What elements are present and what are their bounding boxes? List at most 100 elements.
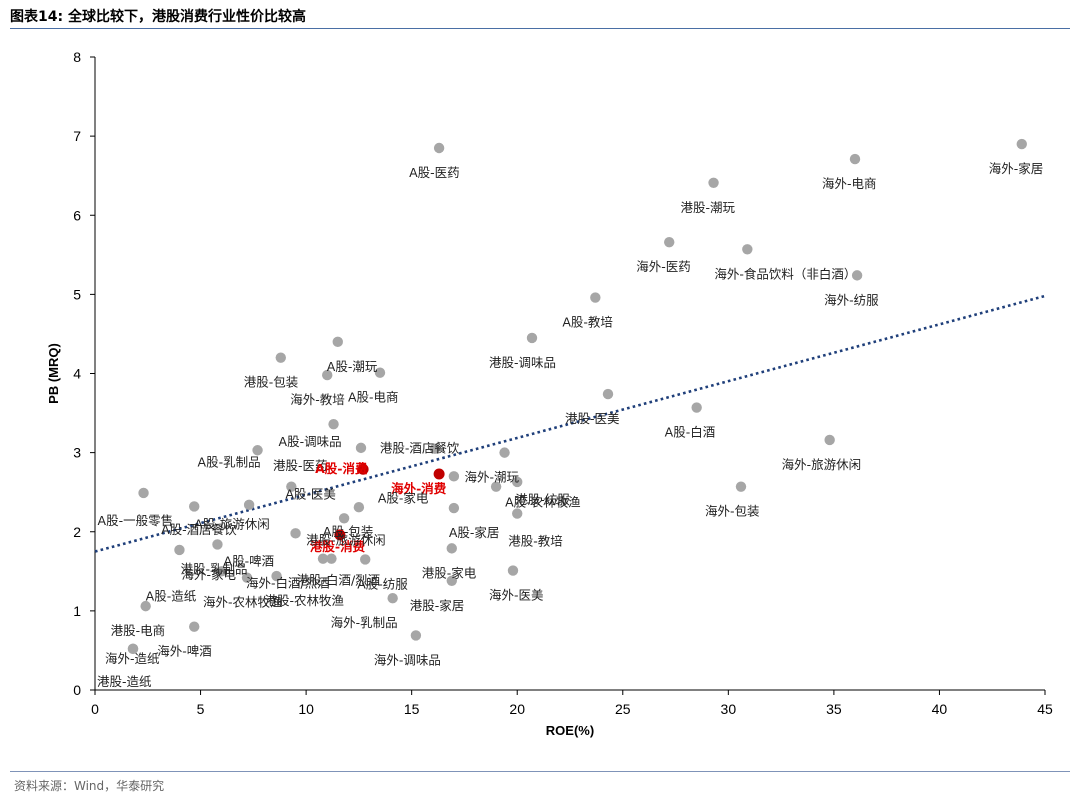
point-label: 港股-医美 [565,411,620,426]
point-label: 海外-啤酒 [157,644,212,659]
x-axis-title: ROE(%) [546,723,594,738]
point-label: A股-消费 [315,461,368,476]
data-point [338,513,350,524]
highlight-point [433,468,445,480]
x-tick-label: 25 [615,701,631,717]
point-label: 海外-教培 [290,392,345,407]
data-points [127,138,1027,655]
point-label: 海外-调味品 [374,652,441,667]
data-point [590,292,601,303]
x-tick-label: 15 [404,701,420,717]
data-point [512,476,523,488]
point-label: A股-酒店餐饮 [161,522,237,537]
data-point [1016,138,1027,150]
data-point [429,443,441,454]
data-point [742,244,753,255]
data-point [317,553,329,564]
source-note: 资料来源：Wind，华泰研究 [14,779,165,793]
point-label: A股-家居 [449,525,500,540]
data-point [824,434,835,446]
data-point [275,352,286,363]
point-label: 港股-包装 [244,375,299,390]
point-label: 海外-造纸 [105,651,160,666]
y-tick-label: 1 [73,603,81,619]
data-point [448,502,460,514]
data-point [127,643,139,655]
point-label: 港股-家居 [410,598,465,613]
point-label: 港股-造纸 [97,674,152,689]
data-point [512,508,523,519]
x-tick-label: 20 [509,701,525,717]
y-tick-label: 5 [73,286,81,302]
point-label: 港股-潮玩 [681,200,736,215]
x-tick-label: 40 [932,701,948,717]
point-label: A股-农林牧渔 [505,495,581,510]
data-point [326,553,337,564]
point-label: 海外-医药 [636,259,691,274]
point-label: 海外-家电 [181,567,236,582]
point-label: 海外-旅游休闲 [782,457,862,472]
data-point [241,572,253,583]
point-label: 港股-农林牧渔 [265,593,345,608]
y-axis-title: PB (MRQ) [46,343,61,404]
data-point [849,153,861,165]
point-label: 海外-电商 [822,176,877,191]
data-point [189,501,200,512]
y-tick-label: 4 [73,366,81,382]
y-tick-label: 2 [73,524,81,540]
y-tick-label: 6 [73,207,81,223]
point-label: 港股-调味品 [489,355,556,370]
point-label: 海外-农林牧渔 [203,595,283,610]
point-label: 港股-酒店餐饮 [380,441,460,456]
point-label: 海外-包装 [705,504,760,519]
point-label: 港股-乳制品 [180,561,247,576]
data-point [322,369,333,381]
data-point [526,332,538,344]
data-point [410,630,422,641]
point-label: 海外-食品饮料（非白酒） [714,266,856,281]
data-point [691,402,702,413]
data-point [490,481,502,492]
data-point [212,539,223,550]
data-point [216,566,227,577]
point-label: A股-纺服 [357,576,408,591]
point-label: 海外-家居 [989,161,1044,176]
point-label: 港股-电商 [111,623,166,638]
data-point [735,481,747,492]
data-point [374,367,386,378]
data-point [332,336,343,348]
point-label: A股-造纸 [146,588,197,603]
x-tick-label: 10 [298,701,314,717]
title-rule [10,28,1070,29]
data-point [355,442,367,454]
data-point [499,447,510,458]
x-tick-label: 35 [826,701,842,717]
point-label: A股-一般零售 [98,513,174,528]
data-point [664,236,675,248]
y-tick-label: 0 [73,682,81,698]
point-label: 海外-消费 [391,481,447,496]
data-point [189,621,200,632]
data-point [708,177,719,189]
x-tick-label: 0 [91,701,99,717]
point-label: A股-啤酒 [224,553,275,568]
x-tick-label: 45 [1037,701,1053,717]
data-point [271,570,282,582]
x-tick-label: 5 [197,701,205,717]
point-label: 港股-消费 [310,539,366,554]
point-label: A股-调味品 [279,434,342,449]
highlight-point [357,463,369,475]
data-point [387,593,398,604]
point-label: A股-电商 [348,390,399,405]
data-point [360,554,371,565]
point-label: 港股-教培 [508,534,563,549]
trendline [94,294,1046,553]
point-label: A股-旅游休闲 [194,516,270,531]
data-point [140,600,151,612]
point-label: 港股-白酒/烈酒 [296,573,380,588]
figure-title: 图表14: 全球比较下，港股消费行业性价比较高 [10,9,306,25]
data-point [446,575,457,587]
point-label: 港股-家电 [422,565,477,580]
data-point [328,418,339,430]
